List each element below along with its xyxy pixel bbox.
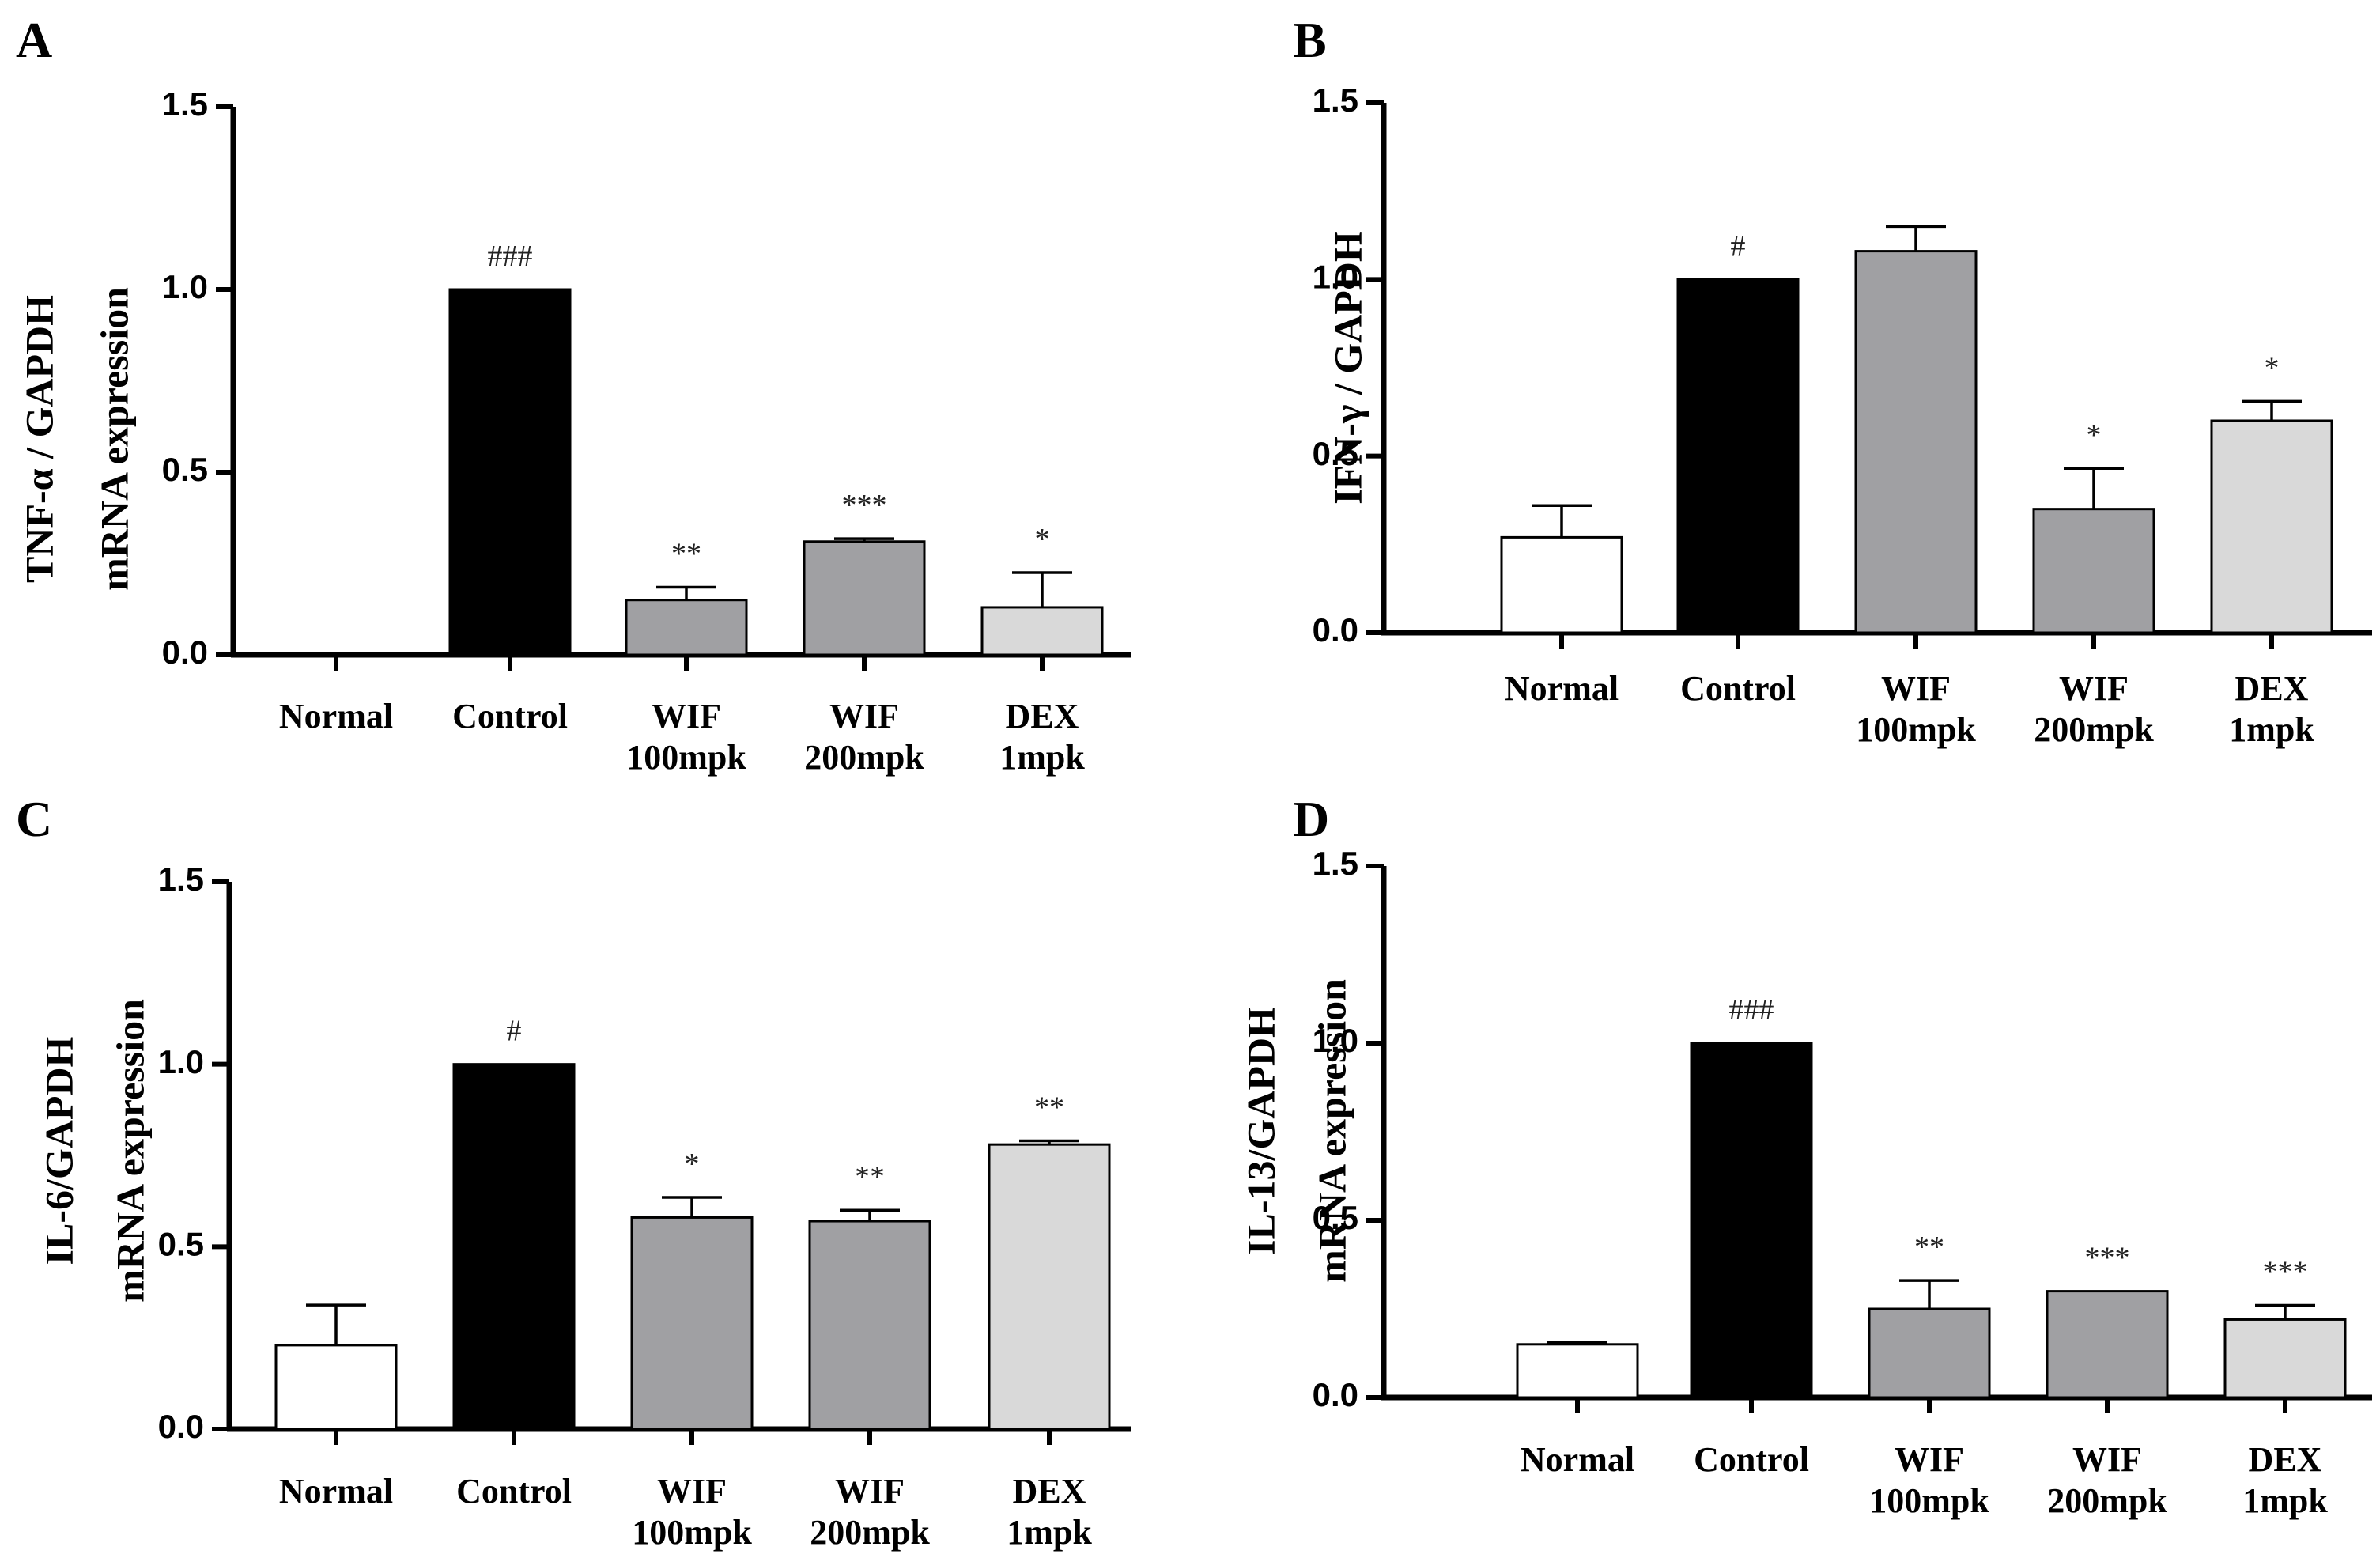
x-tick-label: Control (456, 1472, 572, 1511)
significance-mark: ** (855, 1160, 885, 1193)
y-tick-label: 0.5 (1313, 1199, 1358, 1236)
bar (2046, 1290, 2169, 1399)
x-tick-label: 1mpk (2242, 1481, 2328, 1520)
x-tick-label: DEX (1013, 1472, 1086, 1511)
bar (1676, 278, 1800, 634)
chart-panel-c: C IL-6/GAPDH mRNA expression 0.0 0.5 1.0 1.5 No… (16, 791, 1131, 1552)
x-tick-label: WIF (2059, 669, 2129, 708)
x-tick-label: WIF (2072, 1440, 2142, 1479)
bar (448, 288, 572, 656)
y-tick-label: 1.0 (1313, 258, 1358, 295)
x-tick-label: 1mpk (1007, 1513, 1092, 1552)
x-tick-label: DEX (2249, 1440, 2322, 1479)
x-tick-label: WIF (829, 697, 899, 736)
x-tick-label: WIF (657, 1472, 727, 1511)
significance-mark: * (685, 1148, 700, 1181)
y-axis-label: mRNA expression (1309, 979, 1354, 1283)
bar (988, 1143, 1111, 1431)
chart-panel-a: A TNF-α / GAPDH mRNA expression 0.0 0.5 1.0 1.… (16, 12, 1131, 777)
panel-letter: A (16, 12, 52, 68)
bar (625, 599, 748, 656)
significance-mark: * (2087, 418, 2102, 452)
y-tick-label: 1.5 (162, 85, 208, 123)
x-tick-label: 100mpk (626, 738, 746, 777)
x-tick-label: 200mpk (804, 738, 924, 777)
y-tick-label: 0.5 (162, 451, 208, 488)
x-tick-label: Normal (279, 1472, 393, 1511)
y-tick-label: 0.0 (1313, 611, 1358, 649)
y-axis-label: IL-6/GAPDH (36, 1036, 81, 1265)
panel-letter: C (16, 791, 52, 847)
y-tick-label: 1.5 (1313, 81, 1358, 119)
y-axis-label: IL-13/GAPDH (1238, 1007, 1283, 1255)
y-tick-label: 0.0 (158, 1408, 204, 1445)
significance-mark: *** (842, 489, 887, 522)
y-tick-label: 1.5 (1313, 845, 1358, 882)
x-tick-label: 1mpk (2229, 710, 2314, 749)
x-tick-label: WIF (652, 697, 721, 736)
bar (2223, 1318, 2347, 1399)
bar (274, 652, 398, 656)
x-tick-label: Control (1680, 669, 1796, 708)
bar (2032, 508, 2155, 634)
bar (1500, 535, 1623, 634)
significance-mark: # (1731, 229, 1746, 263)
bar (980, 606, 1104, 656)
bar (630, 1216, 754, 1431)
x-tick-label: 200mpk (2047, 1481, 2167, 1520)
chart-panel-d: D IL-13/GAPDH mRNA expression 0.0 0.5 1.0 1.5 N… (1238, 791, 2372, 1520)
y-axis-label: mRNA expression (92, 287, 136, 591)
significance-mark: *** (2263, 1256, 2308, 1289)
significance-mark: # (507, 1015, 522, 1048)
y-tick-label: 0.5 (158, 1225, 204, 1262)
x-tick-label: Control (1694, 1440, 1809, 1479)
x-tick-label: 100mpk (632, 1513, 752, 1552)
significance-mark: ** (1914, 1231, 1944, 1264)
y-tick-label: 0.5 (1313, 435, 1358, 472)
x-tick-label: WIF (835, 1472, 905, 1511)
y-tick-label: 1.0 (158, 1043, 204, 1080)
bar (274, 1344, 398, 1431)
y-tick-label: 1.5 (158, 860, 204, 898)
y-tick-label: 0.0 (162, 633, 208, 671)
bar (452, 1063, 576, 1431)
significance-mark: ### (488, 240, 533, 273)
bar (2210, 419, 2333, 634)
y-tick-label: 1.0 (162, 268, 208, 305)
significance-mark: * (2265, 351, 2280, 384)
bar (1854, 250, 1978, 634)
y-tick-label: 1.0 (1313, 1022, 1358, 1059)
bar (803, 540, 926, 656)
x-tick-label: Normal (279, 697, 393, 736)
x-tick-label: Normal (1521, 1440, 1634, 1479)
x-tick-label: Control (452, 697, 568, 736)
x-tick-label: DEX (1006, 697, 1079, 736)
x-tick-label: Normal (1505, 669, 1619, 708)
bar (808, 1220, 931, 1431)
bar (1516, 1343, 1639, 1399)
chart-panel-b: B IFN-γ / GAPDH 0.0 0.5 1.0 1.5 Normal # Control… (1293, 12, 2372, 749)
x-tick-label: 200mpk (2034, 710, 2154, 749)
bar (1868, 1307, 1991, 1399)
y-axis-label: mRNA expression (108, 999, 152, 1303)
x-tick-label: 1mpk (999, 738, 1085, 777)
significance-mark: *** (2085, 1242, 2130, 1275)
x-tick-label: 200mpk (810, 1513, 930, 1552)
significance-mark: ** (671, 538, 701, 571)
x-tick-label: 100mpk (1869, 1481, 1989, 1520)
panel-letter: B (1293, 12, 1327, 68)
bar (1690, 1042, 1813, 1399)
y-axis-label: TNF-α / GAPDH (17, 295, 61, 583)
x-tick-label: WIF (1895, 1440, 1964, 1479)
y-axis-label: IFN-γ / GAPDH (1325, 231, 1369, 505)
panel-letter: D (1293, 791, 1329, 847)
x-tick-label: WIF (1881, 669, 1951, 708)
significance-mark: ** (1034, 1091, 1064, 1125)
significance-mark: * (1035, 523, 1050, 556)
x-tick-label: 100mpk (1856, 710, 1976, 749)
significance-mark: ### (1729, 993, 1774, 1027)
y-tick-label: 0.0 (1313, 1376, 1358, 1413)
x-tick-label: DEX (2235, 669, 2309, 708)
